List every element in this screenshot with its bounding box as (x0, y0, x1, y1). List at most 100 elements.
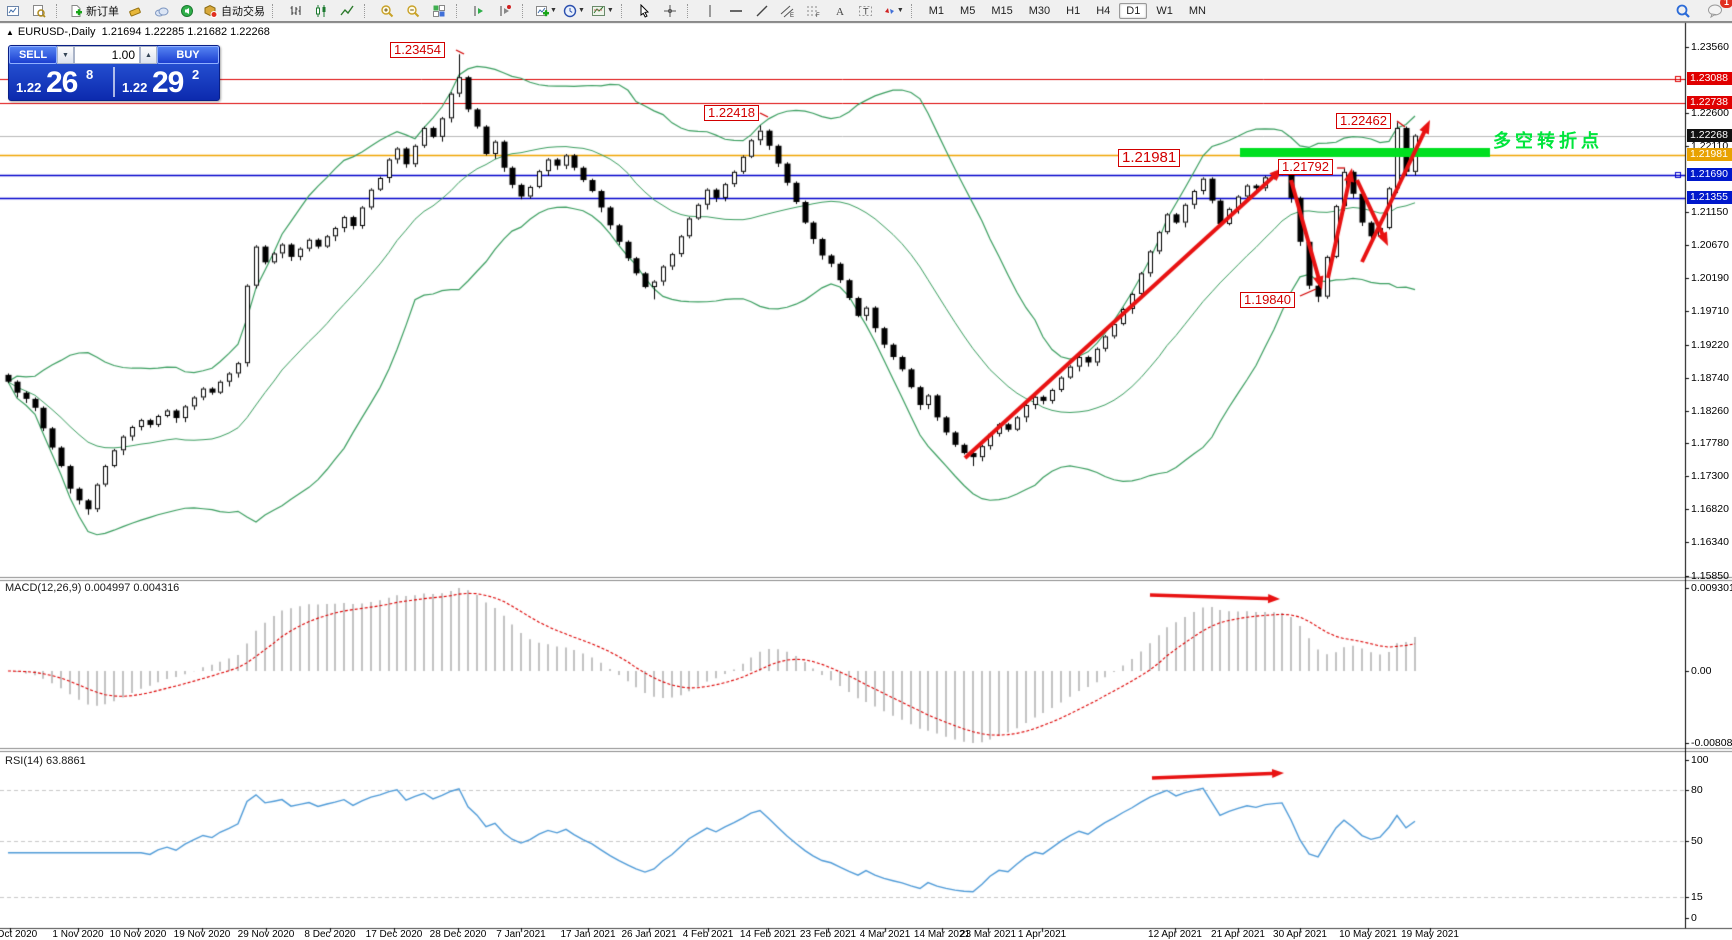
chart-preview-icon[interactable] (26, 1, 52, 21)
toolbar-separator (56, 3, 63, 18)
notifications-chat-icon[interactable]: 1 (1702, 0, 1732, 21)
template-button[interactable]: ▼ (588, 1, 617, 21)
chart-shift-icon[interactable] (492, 1, 518, 21)
timeframe-h4[interactable]: H4 (1096, 4, 1111, 17)
price-annotation-label[interactable]: 1.22418 (704, 105, 759, 121)
price-tick: 1.23560 (1691, 41, 1729, 53)
price-tick: 1.19220 (1691, 339, 1729, 351)
date-axis-label: 4 Feb 2021 (682, 929, 734, 940)
price-annotation-label[interactable]: 1.23454 (390, 42, 445, 58)
timeframe-m5[interactable]: M5 (960, 4, 976, 17)
equidistant-channel-tool[interactable]: E (775, 1, 801, 21)
bar-chart-icon[interactable] (282, 1, 308, 21)
eraser-icon[interactable] (122, 1, 148, 21)
date-axis-label: 19 Nov 2020 (173, 929, 231, 940)
macd-scale-label: 0.00 (1691, 665, 1712, 677)
trendline-tool[interactable] (749, 1, 775, 21)
price-tick: 1.22600 (1691, 107, 1729, 119)
collapse-icon[interactable]: ▲ (6, 28, 14, 37)
date-axis-label: 23 Mar 2021 (959, 929, 1017, 940)
buy-button[interactable]: BUY (157, 46, 219, 64)
timeframe-switcher: M1 M5 M15 M30 H1 H4 D1 W1 MN (921, 2, 1214, 19)
text-label-tool[interactable]: T (853, 1, 879, 21)
new-order-button[interactable]: 新订单 (66, 1, 122, 21)
price-axis-badge: 1.23088 (1687, 72, 1732, 85)
rsi-scale-label: 50 (1691, 835, 1703, 847)
timeframe-w1[interactable]: W1 (1156, 4, 1173, 17)
line-chart-icon[interactable] (334, 1, 360, 21)
rsi-indicator-label: RSI(14) 63.8861 (5, 755, 86, 767)
text-tool[interactable]: A (827, 1, 853, 21)
period-clock-button[interactable]: ▼ (560, 1, 588, 21)
autotrading-button[interactable]: 自动交易 (200, 1, 268, 21)
buy-price[interactable]: 1.22 29 2 (115, 65, 219, 99)
price-annotation-label[interactable]: 1.21792 (1278, 159, 1333, 175)
price-tick: 1.19710 (1691, 305, 1729, 317)
toolbar-separator (686, 3, 694, 18)
vertical-line-tool[interactable] (697, 1, 723, 21)
bull-bear-turning-point-note[interactable]: 多空转折点 (1493, 131, 1603, 151)
timeframe-m15[interactable]: M15 (991, 4, 1013, 17)
rsi-scale-label: 100 (1691, 754, 1709, 766)
date-axis-label: 8 Dec 2020 (304, 929, 356, 940)
zoom-out-icon[interactable] (400, 1, 426, 21)
date-axis-label: 21 Apr 2021 (1211, 929, 1265, 940)
macd-indicator-label: MACD(12,26,9) 0.004997 0.004316 (5, 582, 180, 594)
search-icon[interactable] (1670, 1, 1696, 21)
volume-input[interactable] (74, 46, 140, 64)
timeframe-d1[interactable]: D1 (1119, 2, 1148, 19)
rsi-scale-label: 15 (1691, 891, 1703, 903)
macd-scale-label: -0.008082 (1691, 737, 1732, 749)
chart-window-icon[interactable] (0, 1, 26, 21)
price-tick: 1.15850 (1691, 570, 1729, 582)
date-axis-label: 4 Mar 2021 (859, 929, 911, 940)
toolbar-separator (910, 3, 918, 18)
date-axis-label: 26 Jan 2021 (621, 929, 677, 940)
sell-button[interactable]: SELL (9, 46, 57, 64)
timeframe-h1[interactable]: H1 (1066, 4, 1081, 17)
price-axis-badge: 1.21355 (1687, 191, 1732, 204)
price-tick: 1.18260 (1691, 405, 1729, 417)
toolbar-separator (456, 3, 463, 18)
buy-price-prefix: 1.22 (122, 80, 148, 95)
arrows-shapes-tool[interactable]: ▼ (879, 1, 907, 21)
date-axis-label: 14 Mar 2021 (913, 929, 971, 940)
sound-alert-icon[interactable] (174, 1, 200, 21)
timeframe-m1[interactable]: M1 (928, 4, 945, 17)
price-annotation-label[interactable]: 1.21981 (1118, 149, 1181, 167)
cloud-icon[interactable] (148, 1, 174, 21)
horizontal-line-tool[interactable] (723, 1, 749, 21)
zoom-in-icon[interactable] (374, 1, 400, 21)
date-axis-label: 10 Nov 2020 (109, 929, 167, 940)
sell-price-pipette: 8 (86, 67, 94, 82)
buy-price-digits: 29 (152, 66, 184, 99)
sell-price-digits: 26 (46, 66, 78, 99)
price-axis-badge: 1.22738 (1687, 96, 1732, 109)
price-divider (113, 67, 115, 97)
tile-windows-icon[interactable] (426, 1, 452, 21)
sell-price[interactable]: 1.22 26 8 (9, 65, 113, 99)
price-annotation-label[interactable]: 1.22462 (1336, 113, 1391, 129)
dropdown-caret-icon: ▼ (550, 7, 557, 14)
date-axis-label: 1 Apr 2021 (1017, 929, 1067, 940)
volume-down-button[interactable]: ▼ (57, 46, 74, 64)
candlestick-chart-icon[interactable] (308, 1, 334, 21)
notification-badge: 1 (1719, 0, 1732, 8)
cursor-tool[interactable] (631, 1, 657, 21)
svg-text:T: T (863, 6, 869, 16)
svg-text:E: E (790, 13, 794, 18)
svg-text:A: A (836, 6, 844, 18)
chart-title: ▲ EURUSD-,Daily 1.21694 1.22285 1.21682 1… (6, 26, 270, 38)
date-axis-label: 1 Nov 2020 (52, 929, 104, 940)
price-axis-badge: 1.22268 (1687, 129, 1732, 142)
toolbar-separator (522, 3, 529, 18)
price-annotation-label[interactable]: 1.19840 (1240, 292, 1295, 308)
crosshair-tool[interactable] (657, 1, 683, 21)
timeframe-m30[interactable]: M30 (1028, 4, 1051, 17)
add-indicator-button[interactable]: ▼ (532, 1, 560, 21)
timeframe-mn[interactable]: MN (1188, 4, 1206, 17)
auto-scroll-icon[interactable] (466, 1, 492, 21)
fibonacci-tool[interactable]: F (801, 1, 827, 21)
volume-up-button[interactable]: ▲ (140, 46, 157, 64)
